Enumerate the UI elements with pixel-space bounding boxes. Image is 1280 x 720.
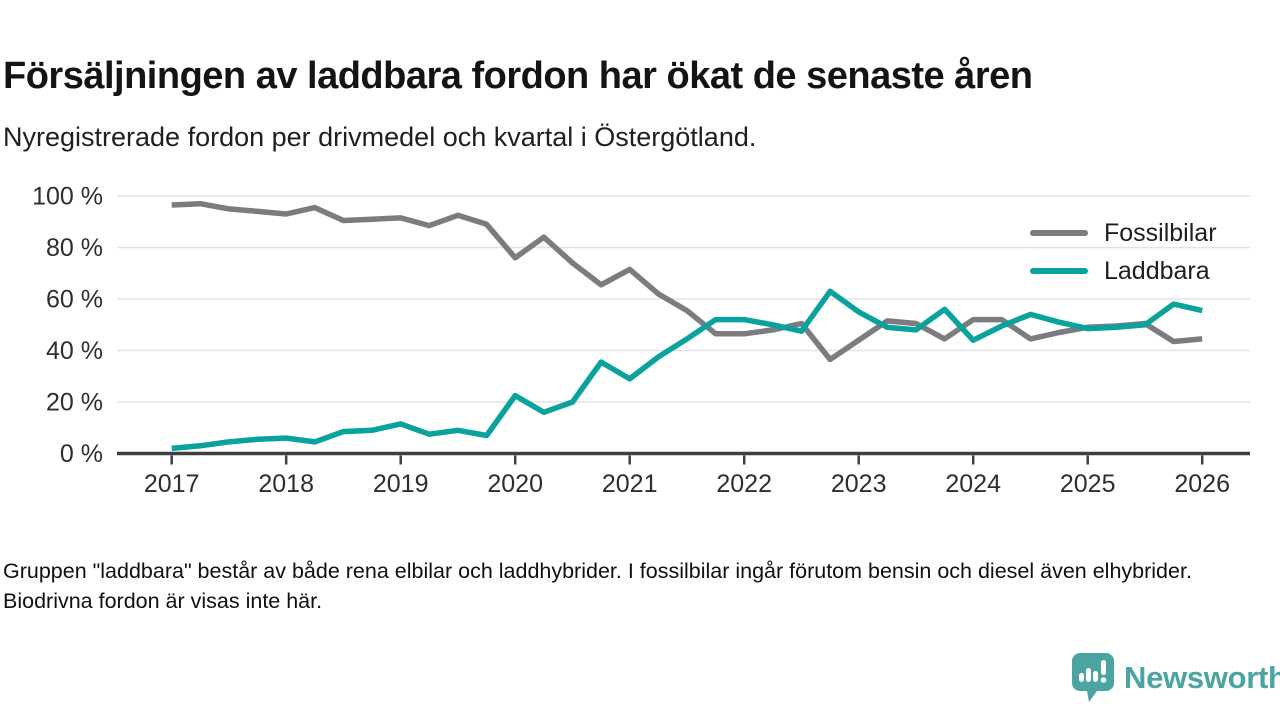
- x-axis-label-2018: 2018: [258, 470, 314, 498]
- x-axis-label-2025: 2025: [1060, 470, 1116, 498]
- fossilbilar-line-swatch: [1030, 230, 1088, 236]
- newsworthy-wordmark: Newsworthy: [1124, 660, 1280, 695]
- legend-row-laddbara: Laddbara: [1030, 252, 1217, 290]
- legend-label-laddbara: Laddbara: [1104, 256, 1210, 285]
- y-axis-label-60: 60 %: [46, 286, 103, 314]
- newsworthy-logo: Newsworthy: [1071, 652, 1280, 704]
- newsworthy-bubble-chart-icon: [1072, 653, 1114, 702]
- y-axis-label-80: 80 %: [46, 234, 103, 262]
- x-axis-label-2024: 2024: [945, 470, 1001, 498]
- x-axis-label-2026: 2026: [1174, 470, 1230, 498]
- x-axis-label-2020: 2020: [487, 470, 543, 498]
- x-axis-label-2017: 2017: [144, 470, 200, 498]
- y-axis-label-0: 0 %: [60, 440, 103, 468]
- x-axis-label-2023: 2023: [831, 470, 887, 498]
- x-axis-label-2022: 2022: [716, 470, 772, 498]
- chart-subtitle: Nyregistrerade fordon per drivmedel och …: [3, 122, 757, 152]
- legend-row-fossilbilar: Fossilbilar: [1030, 214, 1217, 252]
- y-axis-label-20: 20 %: [46, 389, 103, 417]
- x-axis-label-2019: 2019: [373, 470, 429, 498]
- page-title: Försäljningen av laddbara fordon har öka…: [3, 55, 1033, 98]
- x-axis-label-2021: 2021: [602, 470, 658, 498]
- chart-legend: Fossilbilar Laddbara: [1030, 214, 1217, 290]
- line-series-laddbara: [171, 288, 1203, 452]
- legend-label-fossilbilar: Fossilbilar: [1104, 218, 1217, 247]
- y-axis-label-40: 40 %: [46, 337, 103, 365]
- laddbara-line-swatch: [1030, 268, 1088, 274]
- line-series-fossilbilar: [171, 200, 1203, 363]
- y-axis-label-100: 100 %: [32, 183, 103, 211]
- footnote: Gruppen "laddbara" består av både rena e…: [3, 559, 1192, 613]
